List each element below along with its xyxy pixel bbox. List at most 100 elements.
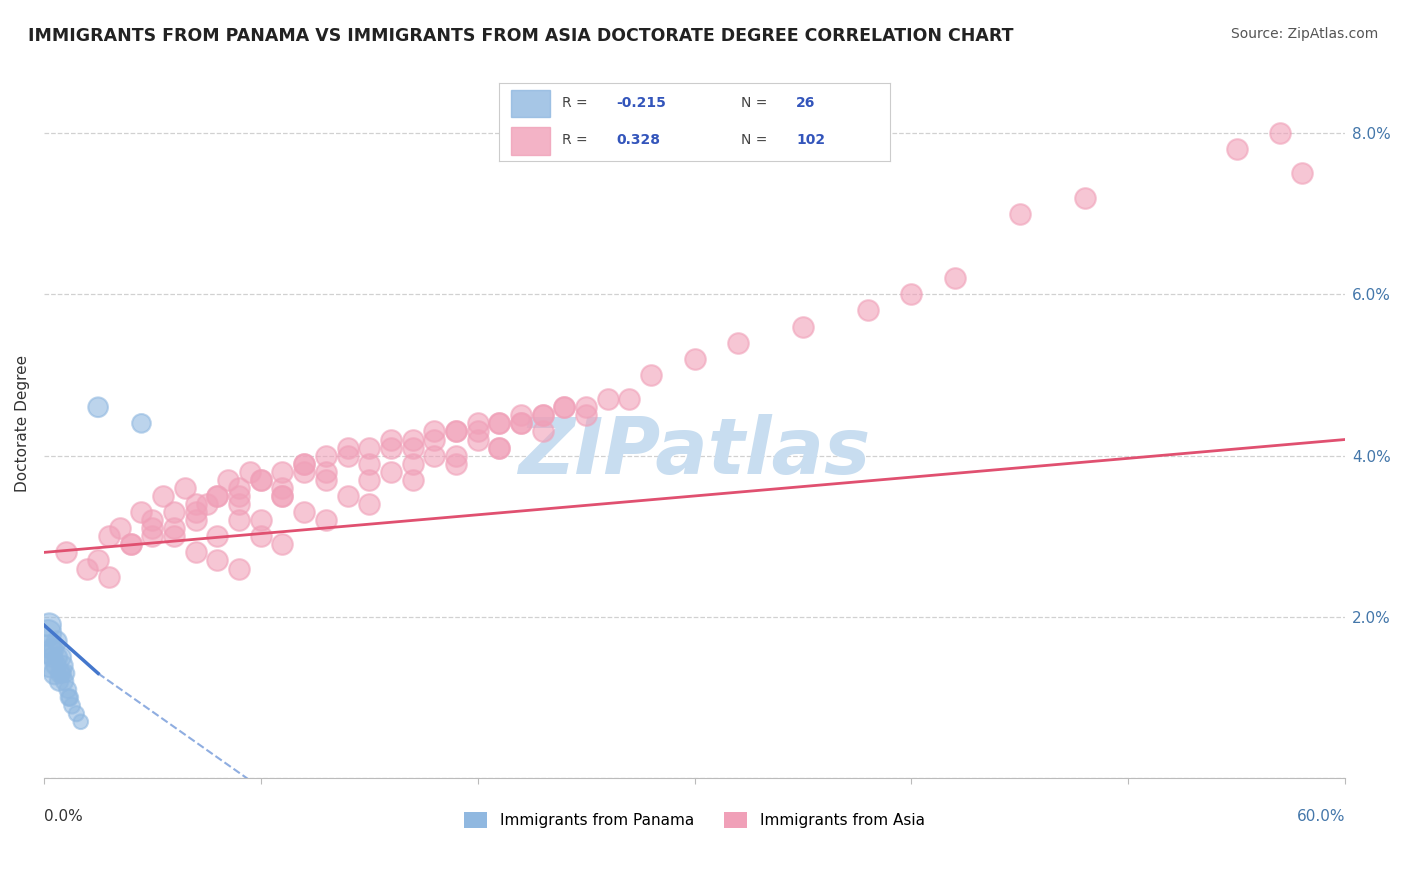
Point [359, 473, 381, 487]
Point [423, 433, 446, 447]
Point [401, 433, 423, 447]
Point [488, 417, 510, 431]
Point [271, 489, 294, 503]
Point [553, 401, 575, 415]
Point [87, 553, 110, 567]
Point [228, 481, 250, 495]
Point [249, 473, 271, 487]
Point [444, 457, 467, 471]
Point [184, 513, 207, 527]
Point [1226, 142, 1249, 156]
Point [488, 441, 510, 455]
Point [44, 666, 66, 681]
Point [195, 497, 218, 511]
Point [336, 441, 359, 455]
Point [596, 392, 619, 407]
Point [249, 513, 271, 527]
Point [152, 489, 174, 503]
Point [531, 409, 554, 423]
Point [315, 465, 337, 479]
Point [444, 449, 467, 463]
Point [423, 449, 446, 463]
Point [228, 513, 250, 527]
Point [467, 425, 489, 439]
Point [249, 529, 271, 543]
Point [900, 287, 922, 301]
Point [249, 473, 271, 487]
Point [239, 465, 262, 479]
Point [380, 433, 402, 447]
Point [141, 513, 163, 527]
Point [184, 505, 207, 519]
Point [727, 335, 749, 350]
Point [53, 674, 76, 689]
Point [59, 690, 82, 705]
Point [51, 650, 73, 665]
Point [141, 521, 163, 535]
Point [207, 489, 229, 503]
Point [49, 666, 72, 681]
Point [131, 417, 153, 431]
Point [41, 650, 63, 665]
Point [52, 658, 75, 673]
Point [292, 457, 315, 471]
Point [359, 441, 381, 455]
Text: IMMIGRANTS FROM PANAMA VS IMMIGRANTS FROM ASIA DOCTORATE DEGREE CORRELATION CHAR: IMMIGRANTS FROM PANAMA VS IMMIGRANTS FRO… [28, 27, 1014, 45]
Point [37, 626, 59, 640]
Point [640, 368, 662, 382]
Text: 0.0%: 0.0% [44, 809, 83, 824]
Point [531, 409, 554, 423]
Point [207, 489, 229, 503]
Point [41, 642, 63, 657]
Point [271, 465, 294, 479]
Point [163, 505, 186, 519]
Point [163, 521, 186, 535]
Point [401, 457, 423, 471]
Point [856, 303, 879, 318]
Point [60, 698, 83, 713]
Point [1268, 126, 1291, 140]
Point [45, 634, 67, 648]
Point [315, 513, 337, 527]
Point [108, 521, 131, 535]
Point [65, 706, 87, 721]
Point [271, 537, 294, 551]
Point [48, 674, 70, 689]
Point [444, 425, 467, 439]
Point [467, 433, 489, 447]
Point [184, 497, 207, 511]
Text: Source: ZipAtlas.com: Source: ZipAtlas.com [1230, 27, 1378, 41]
Point [46, 650, 69, 665]
Point [380, 441, 402, 455]
Point [423, 425, 446, 439]
Point [943, 271, 966, 285]
Point [55, 666, 77, 681]
Point [1008, 207, 1031, 221]
Point [228, 497, 250, 511]
Point [380, 465, 402, 479]
Point [207, 553, 229, 567]
Point [271, 489, 294, 503]
Text: 60.0%: 60.0% [1296, 809, 1346, 824]
Point [39, 658, 62, 673]
Point [184, 545, 207, 559]
Text: ZIPatlas: ZIPatlas [519, 414, 870, 490]
Point [510, 409, 533, 423]
Point [38, 618, 60, 632]
Point [510, 417, 533, 431]
Point [575, 409, 598, 423]
Point [69, 714, 91, 729]
Point [1074, 190, 1097, 204]
Point [531, 425, 554, 439]
Point [292, 465, 315, 479]
Point [336, 489, 359, 503]
Point [87, 401, 110, 415]
Legend: Immigrants from Panama, Immigrants from Asia: Immigrants from Panama, Immigrants from … [458, 806, 931, 834]
Point [619, 392, 641, 407]
Point [488, 417, 510, 431]
Point [1291, 166, 1313, 180]
Point [336, 449, 359, 463]
Point [359, 497, 381, 511]
Point [42, 642, 65, 657]
Point [315, 473, 337, 487]
